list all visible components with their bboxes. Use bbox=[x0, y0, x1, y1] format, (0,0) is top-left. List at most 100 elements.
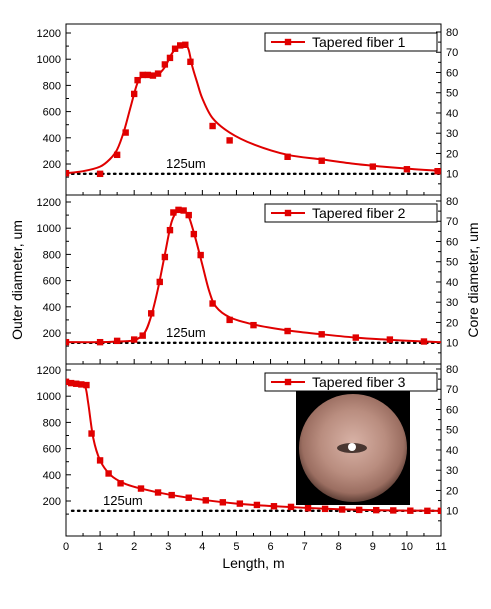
panel-3: 200 400 600 800 1000 1200 10 20 30 40 50 60 70 80 125u… bbox=[37, 363, 458, 537]
data-point bbox=[170, 209, 177, 216]
data-point bbox=[185, 211, 192, 219]
right-tick-label: 70 bbox=[446, 384, 458, 396]
series-curve bbox=[66, 43, 441, 175]
data-point bbox=[156, 278, 163, 286]
legend-marker bbox=[284, 38, 292, 46]
fiber-cross-section-photo bbox=[296, 391, 410, 505]
right-tick-label: 40 bbox=[446, 108, 458, 120]
data-point bbox=[137, 485, 145, 492]
data-point bbox=[96, 338, 104, 346]
data-point bbox=[187, 58, 194, 66]
data-point bbox=[117, 480, 124, 487]
left-tick-label: 400 bbox=[43, 133, 61, 145]
data-point bbox=[177, 42, 184, 49]
data-point bbox=[182, 41, 189, 48]
data-point bbox=[407, 507, 414, 514]
data-point bbox=[250, 321, 257, 329]
legend-label: Tapered fiber 3 bbox=[312, 374, 406, 390]
data-point bbox=[168, 491, 175, 499]
data-point bbox=[130, 90, 138, 98]
x-tick-label: 5 bbox=[233, 541, 239, 553]
data-point bbox=[202, 497, 209, 504]
data-point bbox=[420, 338, 428, 345]
data-point bbox=[253, 501, 261, 509]
right-tick-label: 80 bbox=[446, 364, 458, 376]
data-point bbox=[96, 457, 104, 464]
data-point bbox=[304, 505, 312, 512]
data-point bbox=[175, 206, 182, 214]
data-point bbox=[197, 251, 204, 259]
data-point bbox=[66, 338, 70, 346]
left-tick-label: 1200 bbox=[37, 365, 61, 377]
data-point bbox=[209, 122, 216, 130]
data-point bbox=[139, 71, 146, 79]
left-axis-label: Outer diameter, um bbox=[9, 220, 25, 340]
data-point bbox=[318, 157, 325, 164]
data-point bbox=[236, 500, 244, 507]
left-tick-label: 1200 bbox=[37, 28, 61, 40]
left-tick-label: 600 bbox=[43, 276, 61, 288]
data-point bbox=[226, 316, 233, 324]
data-point bbox=[209, 300, 216, 307]
x-axis-label: Length, m bbox=[222, 555, 284, 571]
data-point bbox=[154, 489, 162, 496]
panel-1: 200 400 600 800 1000 1200 10 20 30 40 50 60 70 80 125u… bbox=[37, 23, 458, 196]
right-tick-label: 30 bbox=[446, 297, 458, 309]
data-point bbox=[113, 337, 121, 345]
right-tick-label: 10 bbox=[446, 338, 458, 350]
right-axis-label: Core diameter, um bbox=[465, 222, 481, 337]
left-tick-label: 800 bbox=[43, 80, 61, 92]
data-point bbox=[352, 334, 359, 341]
data-point bbox=[134, 76, 141, 84]
right-tick-label: 20 bbox=[446, 148, 458, 160]
right-tick-label: 50 bbox=[446, 88, 458, 100]
reference-line-label: 125um bbox=[166, 156, 206, 171]
x-tick-label: 11 bbox=[435, 541, 446, 553]
data-point bbox=[78, 381, 85, 388]
data-point bbox=[270, 503, 278, 510]
data-point bbox=[154, 70, 162, 77]
panel-2: 200 400 600 800 1000 1200 10 20 30 40 50 60 70 80 125u… bbox=[37, 194, 458, 365]
x-tick-label: 3 bbox=[165, 541, 171, 553]
data-point bbox=[73, 380, 80, 387]
right-tick-label: 60 bbox=[446, 67, 458, 79]
right-tick-label: 30 bbox=[446, 128, 458, 140]
data-point bbox=[373, 506, 380, 514]
right-tick-label: 70 bbox=[446, 47, 458, 59]
data-point bbox=[161, 253, 169, 261]
right-tick-label: 40 bbox=[446, 445, 458, 457]
data-point bbox=[130, 336, 138, 343]
data-point bbox=[284, 327, 291, 335]
left-tick-label: 800 bbox=[43, 249, 61, 261]
right-tick-label: 60 bbox=[446, 404, 458, 416]
data-point bbox=[166, 226, 174, 234]
data-point bbox=[226, 137, 233, 144]
data-point bbox=[83, 381, 90, 389]
x-tick-label: 6 bbox=[267, 541, 273, 553]
right-tick-label: 50 bbox=[446, 257, 458, 269]
x-tick-label: 4 bbox=[199, 541, 205, 553]
left-tick-label: 200 bbox=[43, 496, 61, 508]
legend: Tapered fiber 3 bbox=[264, 372, 438, 392]
data-point bbox=[434, 168, 441, 175]
right-tick-label: 10 bbox=[446, 506, 458, 518]
right-tick-label: 80 bbox=[446, 27, 458, 39]
data-point bbox=[437, 507, 441, 515]
right-tick-label: 10 bbox=[446, 169, 458, 181]
data-point bbox=[424, 507, 431, 515]
data-point bbox=[219, 499, 227, 506]
right-tick-label: 20 bbox=[446, 485, 458, 497]
data-point bbox=[105, 470, 112, 477]
legend: Tapered fiber 2 bbox=[264, 203, 438, 223]
data-point bbox=[390, 507, 397, 514]
left-tick-label: 600 bbox=[43, 107, 61, 119]
x-tick-label: 10 bbox=[401, 541, 413, 553]
data-point bbox=[96, 170, 104, 178]
data-point bbox=[403, 166, 411, 173]
data-point bbox=[122, 129, 129, 136]
data-point bbox=[321, 505, 329, 513]
data-point bbox=[287, 503, 295, 511]
legend-label: Tapered fiber 2 bbox=[312, 205, 406, 221]
reference-line-label: 125um bbox=[103, 493, 143, 508]
